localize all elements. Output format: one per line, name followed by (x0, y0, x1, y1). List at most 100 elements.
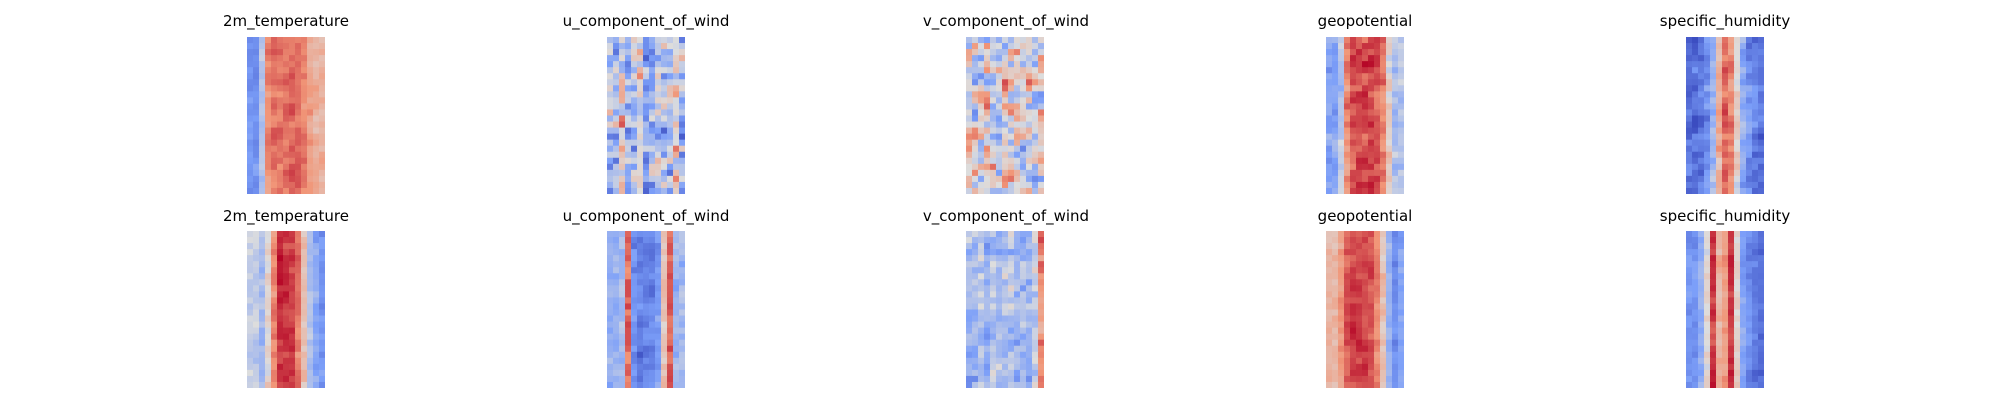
heatmap-cell (613, 339, 620, 347)
heatmap-cell (637, 37, 644, 44)
heatmap-cell (990, 363, 997, 371)
heatmap-cell (1716, 43, 1723, 50)
heatmap-cell (265, 345, 272, 353)
heatmap-cell (619, 175, 626, 183)
heatmap-cell (972, 61, 979, 68)
heatmap-cell (1716, 79, 1723, 86)
heatmap-cell (1368, 163, 1375, 171)
heatmap-cell (673, 231, 680, 238)
heatmap-cell (1032, 231, 1039, 238)
heatmap-cell (1758, 169, 1764, 177)
heatmap-cell (643, 157, 650, 165)
heatmap-cell (1386, 267, 1393, 274)
heatmap-cell (1350, 237, 1357, 244)
heatmap-cell (1734, 157, 1741, 165)
heatmap-cell (1368, 261, 1375, 268)
heatmap-cell (619, 127, 626, 135)
heatmap-cell (259, 169, 266, 177)
heatmap-cell (1740, 37, 1747, 44)
heatmap-cell (1728, 333, 1735, 341)
heatmap-cell (1038, 181, 1044, 189)
heatmap-cell (1338, 157, 1345, 165)
heatmap-cell (319, 249, 325, 256)
heatmap-cell (307, 255, 314, 262)
heatmap-cell (313, 333, 320, 341)
heatmap-cell (1014, 175, 1021, 183)
heatmap-cell (1002, 43, 1009, 50)
heatmap-cell (655, 267, 662, 274)
heatmap-cell (1356, 237, 1363, 244)
heatmap-cell (1380, 375, 1387, 383)
heatmap-cell (1380, 145, 1387, 153)
heatmap-cell (1392, 351, 1399, 359)
heatmap-cell (1374, 243, 1381, 250)
heatmap-cell (1008, 55, 1015, 62)
heatmap-cell (637, 133, 644, 141)
heatmap-cell (673, 369, 680, 377)
heatmap-cell (1752, 181, 1759, 189)
heatmap-cell (1032, 115, 1039, 123)
heatmap-cell (1692, 169, 1699, 177)
heatmap-cell (1722, 285, 1729, 292)
heatmap-cell (1338, 231, 1345, 238)
heatmap-cell (1380, 187, 1387, 194)
heatmap-cell (1026, 181, 1033, 189)
heatmap-cell (1698, 261, 1705, 268)
heatmap-cell (1032, 291, 1039, 299)
heatmap-cell (319, 181, 325, 189)
heatmap-cell (972, 109, 979, 117)
heatmap-cell (972, 139, 979, 147)
heatmap-cell (655, 181, 662, 189)
heatmap-cell (1002, 261, 1009, 268)
heatmap-cell (1692, 363, 1699, 371)
heatmap-cell (259, 303, 266, 311)
heatmap-cell (1398, 151, 1404, 159)
heatmap-cell (1332, 267, 1339, 274)
heatmap-cell (1698, 267, 1705, 274)
heatmap-cell (1752, 187, 1759, 194)
heatmap-cell (1704, 279, 1711, 286)
heatmap-cell (1350, 163, 1357, 171)
heatmap-cell (984, 279, 991, 286)
heatmap-cell (295, 151, 302, 159)
heatmap-cell (1332, 321, 1339, 329)
heatmap-cell (1038, 303, 1044, 311)
heatmap-cell (1752, 109, 1759, 117)
heatmap-cell (1338, 297, 1345, 305)
heatmap-cell (1362, 169, 1369, 177)
heatmap-cell (1344, 55, 1351, 62)
heatmap-cell (619, 303, 626, 311)
heatmap-cell (265, 267, 272, 274)
heatmap-cell (1338, 339, 1345, 347)
heatmap-cell (655, 91, 662, 98)
heatmap-cell (253, 67, 260, 74)
heatmap-cell (607, 237, 614, 244)
heatmap-cell (966, 139, 973, 147)
heatmap-cell (1722, 303, 1729, 311)
heatmap-cell (295, 43, 302, 50)
heatmap-cell (1002, 357, 1009, 365)
heatmap-cell (1758, 121, 1764, 129)
heatmap-cell (1002, 369, 1009, 377)
heatmap-cell (1722, 237, 1729, 244)
heatmap-cell (655, 249, 662, 256)
heatmap-cell (277, 67, 284, 74)
heatmap-cell (271, 363, 278, 371)
heatmap-cell (247, 321, 254, 329)
heatmap-cell (1704, 91, 1711, 98)
heatmap-cell (1374, 321, 1381, 329)
heatmap-cell (1740, 267, 1747, 274)
heatmap-cell (655, 133, 662, 141)
heatmap-cell (283, 121, 290, 129)
heatmap-cell (1332, 97, 1339, 105)
heatmap-cell (1332, 73, 1339, 80)
heatmap-cell (247, 85, 254, 92)
heatmap-cell (1380, 115, 1387, 123)
heatmap-cell (625, 273, 632, 280)
heatmap-cell (1698, 157, 1705, 165)
heatmap-cell (247, 43, 254, 50)
heatmap-cell (972, 121, 979, 129)
heatmap-cell (1398, 163, 1404, 171)
heatmap-cell (984, 303, 991, 311)
heatmap-cell (1332, 139, 1339, 147)
